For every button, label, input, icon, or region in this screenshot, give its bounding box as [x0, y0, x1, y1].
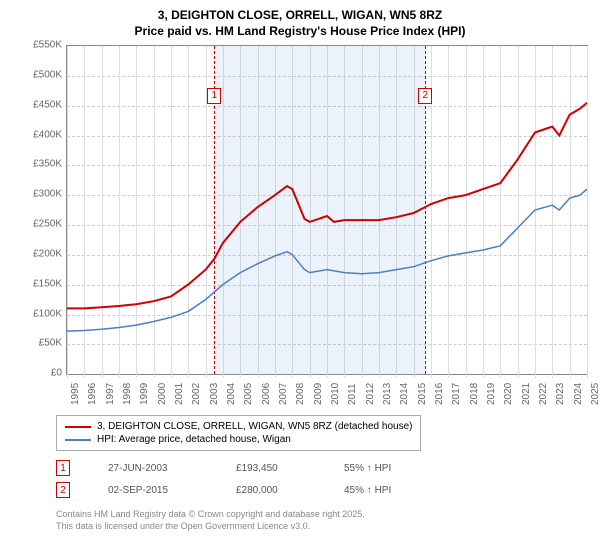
x-axis-label: 2012: [365, 383, 376, 405]
y-axis-label: £150K: [24, 278, 62, 289]
footer-line-1: Contains HM Land Registry data © Crown c…: [56, 509, 592, 521]
series-line: [67, 189, 587, 331]
footer-line-2: This data is licensed under the Open Gov…: [56, 521, 592, 533]
legend-label: HPI: Average price, detached house, Wiga…: [97, 434, 291, 445]
x-gridline: [587, 46, 588, 378]
x-axis-label: 2017: [451, 383, 462, 405]
transaction-delta: 55% ↑ HPI: [344, 463, 391, 474]
transaction-row: 1 27-JUN-2003 £193,450 55% ↑ HPI: [56, 457, 592, 479]
x-axis-label: 2000: [157, 383, 168, 405]
transactions-table: 1 27-JUN-2003 £193,450 55% ↑ HPI 2 02-SEP-201…: [56, 457, 592, 501]
legend-swatch: [65, 426, 91, 428]
y-axis-label: £500K: [24, 70, 62, 81]
x-axis-label: 2009: [313, 383, 324, 405]
x-axis-label: 2019: [486, 383, 497, 405]
x-axis-label: 1996: [87, 383, 98, 405]
y-axis-label: £450K: [24, 99, 62, 110]
y-axis-label: £0: [24, 368, 62, 379]
x-axis-label: 2014: [399, 383, 410, 405]
series-line: [67, 103, 587, 309]
x-axis-label: 2001: [174, 383, 185, 405]
legend-label: 3, DEIGHTON CLOSE, ORRELL, WIGAN, WN5 8R…: [97, 421, 412, 432]
x-axis-label: 2024: [573, 383, 584, 405]
x-axis-label: 2008: [295, 383, 306, 405]
y-axis-label: £350K: [24, 159, 62, 170]
plot-region: 12: [66, 45, 588, 375]
footer-attribution: Contains HM Land Registry data © Crown c…: [56, 509, 592, 532]
transaction-date: 02-SEP-2015: [108, 485, 198, 496]
x-axis-label: 1997: [105, 383, 116, 405]
chart-title: 3, DEIGHTON CLOSE, ORRELL, WIGAN, WN5 8R…: [8, 8, 592, 39]
transaction-id-marker: 1: [56, 460, 70, 476]
transaction-marker-box: 1: [207, 88, 221, 104]
x-axis-label: 2015: [417, 383, 428, 405]
y-axis-label: £550K: [24, 40, 62, 51]
x-axis-label: 2007: [278, 383, 289, 405]
y-axis-label: £250K: [24, 219, 62, 230]
x-axis-label: 1999: [139, 383, 150, 405]
y-axis-label: £100K: [24, 308, 62, 319]
chart-lines: [67, 46, 587, 374]
legend-item: 3, DEIGHTON CLOSE, ORRELL, WIGAN, WN5 8R…: [65, 420, 412, 433]
y-axis-label: £400K: [24, 129, 62, 140]
x-axis-label: 2011: [347, 384, 358, 406]
title-line-1: 3, DEIGHTON CLOSE, ORRELL, WIGAN, WN5 8R…: [8, 8, 592, 24]
transaction-price: £280,000: [236, 485, 306, 496]
x-axis-label: 1995: [70, 383, 81, 405]
x-axis-label: 2013: [382, 383, 393, 405]
transaction-date: 27-JUN-2003: [108, 463, 198, 474]
x-axis-label: 2018: [469, 383, 480, 405]
legend-item: HPI: Average price, detached house, Wiga…: [65, 433, 412, 446]
y-axis-label: £200K: [24, 248, 62, 259]
transaction-price: £193,450: [236, 463, 306, 474]
x-axis-label: 2004: [226, 383, 237, 405]
transaction-row: 2 02-SEP-2015 £280,000 45% ↑ HPI: [56, 479, 592, 501]
y-axis-label: £300K: [24, 189, 62, 200]
x-axis-label: 2005: [243, 383, 254, 405]
legend-swatch: [65, 439, 91, 441]
x-axis-label: 2023: [555, 383, 566, 405]
transaction-marker-box: 2: [418, 88, 432, 104]
y-axis-label: £50K: [24, 338, 62, 349]
x-axis-label: 2003: [209, 383, 220, 405]
transaction-id-marker: 2: [56, 482, 70, 498]
x-axis-label: 2022: [538, 383, 549, 405]
x-axis-label: 2006: [261, 383, 272, 405]
legend: 3, DEIGHTON CLOSE, ORRELL, WIGAN, WN5 8R…: [56, 415, 421, 451]
x-axis-label: 2016: [434, 383, 445, 405]
x-axis-label: 2010: [330, 383, 341, 405]
chart-area: 12 £0£50K£100K£150K£200K£250K£300K£350K£…: [28, 45, 588, 405]
x-axis-label: 1998: [122, 383, 133, 405]
x-axis-label: 2021: [521, 383, 532, 405]
transaction-delta: 45% ↑ HPI: [344, 485, 391, 496]
x-axis-label: 2025: [590, 383, 600, 405]
title-line-2: Price paid vs. HM Land Registry's House …: [8, 24, 592, 40]
x-axis-label: 2002: [191, 383, 202, 405]
x-axis-label: 2020: [503, 383, 514, 405]
